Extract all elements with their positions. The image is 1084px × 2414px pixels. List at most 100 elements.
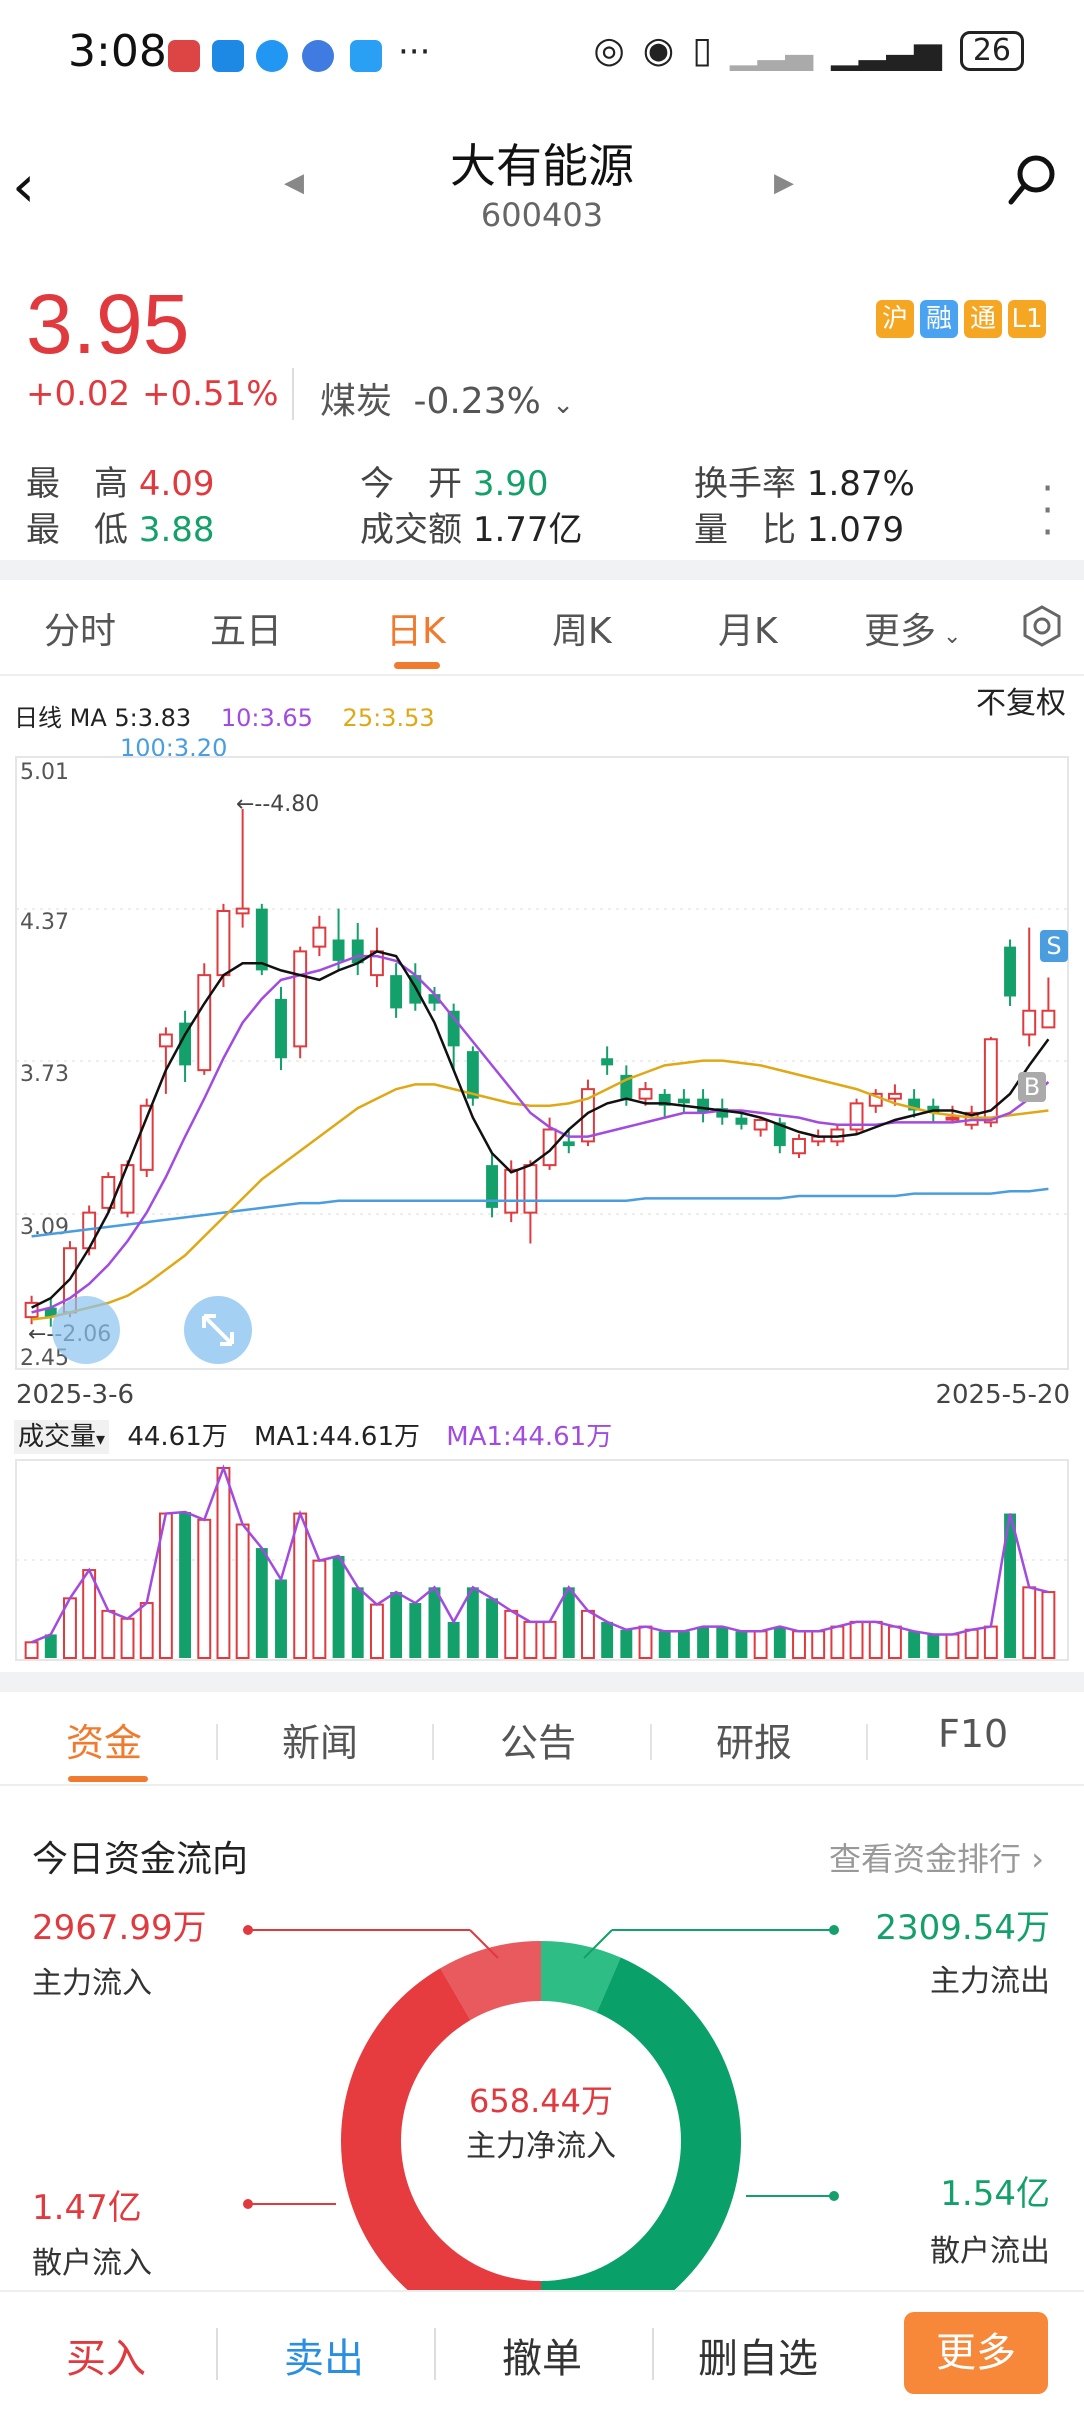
tab-news[interactable]: 新闻 <box>282 1721 359 1765</box>
retail-inflow-label: 散户流入 <box>32 2246 152 2281</box>
active-tab-indicator <box>394 662 440 669</box>
more-vertical-icon[interactable]: · · · <box>1041 466 1054 556</box>
volume-bar <box>581 1609 595 1659</box>
volume-bar <box>562 1587 575 1658</box>
sector-link[interactable]: 煤炭 -0.23% ⌄ <box>320 372 574 424</box>
back-icon[interactable]: ‹ <box>12 152 36 220</box>
sell-signal[interactable] <box>1040 930 1068 962</box>
tab-announcements[interactable]: 公告 <box>500 1721 577 1765</box>
adjust-toggle[interactable]: 不复权 <box>976 686 1066 721</box>
volume-bar <box>658 1631 671 1658</box>
candle <box>620 1074 633 1099</box>
candle <box>44 1307 57 1318</box>
browser-icon <box>256 40 288 72</box>
tab-research[interactable]: 研报 <box>716 1721 793 1765</box>
candle <box>1004 946 1016 997</box>
ma100-line <box>31 1187 1049 1238</box>
volume-bar <box>697 1626 710 1658</box>
tab-more[interactable]: 更多 ⌄ <box>864 611 962 652</box>
stat-turnover: 换手率 1.87% <box>694 464 915 504</box>
candle <box>677 1098 690 1104</box>
next-stock-icon[interactable]: ▶ <box>774 168 794 198</box>
status-right: ◎ ◉ ▯ ▁▂▃ ▁▂▃▅ 26 <box>593 30 1024 71</box>
section-divider <box>0 560 1084 580</box>
bar-divider <box>652 2328 654 2380</box>
volume-bar <box>927 1634 940 1658</box>
cancel-order-button[interactable]: 撤单 <box>502 2336 582 2382</box>
volume-bar <box>792 1630 806 1659</box>
search-icon[interactable] <box>1006 152 1062 208</box>
candle <box>562 1141 575 1147</box>
retail-inflow-value: 1.47亿 <box>32 2188 142 2228</box>
fund-flow-title: 今日资金流向 <box>32 1839 249 1880</box>
candle <box>658 1093 671 1106</box>
volume-bar <box>466 1587 479 1658</box>
more-button[interactable]: 更多 <box>904 2312 1048 2394</box>
volume-bar <box>887 1625 902 1660</box>
volume-bar <box>753 1630 768 1659</box>
bar-divider <box>434 2328 436 2380</box>
tab-weekly-k[interactable]: 周K <box>552 611 612 652</box>
volume-bar <box>428 1587 441 1658</box>
volume-bar <box>293 1512 308 1660</box>
candle <box>428 994 441 1004</box>
candle <box>216 910 231 977</box>
volume-bar <box>486 1598 498 1658</box>
date-start: 2025-3-6 <box>16 1380 135 1410</box>
volume-bar <box>811 1630 826 1659</box>
volume-bar <box>1022 1586 1037 1659</box>
kline-chart[interactable]: 5.01 4.37 3.73 3.09 2.45 ←--4.80 ←--2.06… <box>0 755 1084 1375</box>
candle <box>908 1098 921 1111</box>
volume-bar <box>332 1555 345 1658</box>
tab-f10[interactable]: F10 <box>938 1712 1009 1756</box>
volume-bar <box>868 1620 883 1659</box>
info-tabs: 资金 新闻 公告 研报 F10 <box>0 1692 1084 1786</box>
candle <box>1041 1009 1056 1029</box>
volume-selector[interactable]: 成交量▾ <box>14 1420 110 1454</box>
stat-open: 今 开 3.90 <box>360 464 549 504</box>
volume-bar <box>409 1603 422 1658</box>
sell-signal-label: S <box>1046 932 1061 960</box>
badge-l1: L1 <box>1008 300 1046 338</box>
fund-flow-donut: 658.44万 主力净流入 <box>243 1925 839 2290</box>
y-tick-2: 4.37 <box>20 910 69 935</box>
volume-bar <box>312 1559 327 1659</box>
fund-ranking-link[interactable]: 查看资金排行 › <box>829 1840 1044 1878</box>
tab-funds[interactable]: 资金 <box>66 1721 143 1765</box>
buy-button[interactable]: 买入 <box>66 2336 146 2382</box>
candle <box>887 1092 902 1100</box>
remove-watchlist-button[interactable]: 删自选 <box>698 2336 818 2382</box>
nfc-icon: ◎ <box>593 30 625 71</box>
badge-sh: 沪 <box>876 300 914 338</box>
sell-button[interactable]: 卖出 <box>284 2336 364 2382</box>
volume-bar <box>197 1518 212 1660</box>
candle <box>735 1117 748 1125</box>
candle <box>753 1119 768 1131</box>
chevron-down-icon: ⌄ <box>552 390 575 420</box>
stat-low: 最 低 3.88 <box>26 510 215 550</box>
volume-bar <box>255 1548 268 1658</box>
action-bar: 买入 卖出 撤单 删自选 更多 <box>0 2290 1084 2414</box>
sector-name: 煤炭 <box>320 381 393 422</box>
candle <box>697 1098 710 1113</box>
volume-bar <box>101 1609 116 1659</box>
candle <box>293 950 308 1048</box>
tab-monthly-k[interactable]: 月K <box>718 611 778 652</box>
volume-bar <box>504 1609 519 1659</box>
net-inflow-label: 主力净流入 <box>466 2129 616 2164</box>
settings-icon[interactable] <box>1020 604 1064 648</box>
candle <box>542 1128 557 1167</box>
buy-signal[interactable] <box>1018 1072 1046 1102</box>
net-inflow-value: 658.44万 <box>469 2082 613 2120</box>
tab-five-day[interactable]: 五日 <box>210 611 283 652</box>
buy-signal-label: B <box>1024 1073 1040 1101</box>
stock-header: ‹ ◀ 大有能源 600403 ▶ <box>0 110 1084 260</box>
scroll-left-button[interactable] <box>52 1296 120 1364</box>
volume-bar <box>24 1641 39 1659</box>
volume-bar <box>216 1467 231 1659</box>
volume-chart[interactable] <box>0 1458 1084 1664</box>
prev-stock-icon[interactable]: ◀ <box>284 168 304 198</box>
badge-connect: 通 <box>964 300 1002 338</box>
tab-daily-k[interactable]: 日K <box>386 611 446 652</box>
tab-intraday[interactable]: 分时 <box>44 611 117 652</box>
